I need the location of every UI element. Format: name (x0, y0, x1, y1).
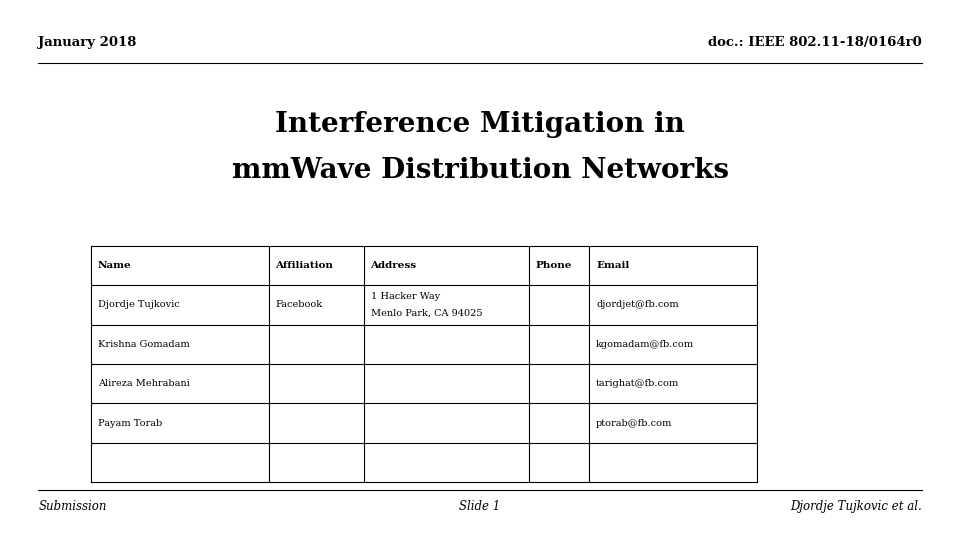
Text: Alireza Mehrabani: Alireza Mehrabani (98, 379, 190, 388)
Text: Address: Address (371, 261, 417, 270)
Text: Phone: Phone (536, 261, 572, 270)
Text: Krishna Gomadam: Krishna Gomadam (98, 340, 190, 349)
Text: Interference Mitigation in: Interference Mitigation in (276, 111, 684, 138)
Text: Payam Torab: Payam Torab (98, 418, 162, 428)
Text: Submission: Submission (38, 500, 107, 513)
Text: 1 Hacker Way: 1 Hacker Way (371, 293, 440, 301)
Text: djordjet@fb.com: djordjet@fb.com (596, 300, 679, 309)
Text: Email: Email (596, 261, 630, 270)
Text: Name: Name (98, 261, 132, 270)
Text: January 2018: January 2018 (38, 36, 136, 49)
Text: Slide 1: Slide 1 (460, 500, 500, 513)
Text: Djordje Tujkovic et al.: Djordje Tujkovic et al. (790, 500, 922, 513)
Text: mmWave Distribution Networks: mmWave Distribution Networks (231, 157, 729, 184)
Text: tarighat@fb.com: tarighat@fb.com (596, 379, 680, 388)
Text: Facebook: Facebook (276, 300, 323, 309)
Text: ptorab@fb.com: ptorab@fb.com (596, 418, 673, 428)
Text: Affiliation: Affiliation (276, 261, 333, 270)
Text: Menlo Park, CA 94025: Menlo Park, CA 94025 (371, 308, 482, 317)
Text: kgomadam@fb.com: kgomadam@fb.com (596, 340, 694, 349)
Text: Djordje Tujkovic: Djordje Tujkovic (98, 300, 180, 309)
Text: doc.: IEEE 802.11-18/0164r0: doc.: IEEE 802.11-18/0164r0 (708, 36, 922, 49)
